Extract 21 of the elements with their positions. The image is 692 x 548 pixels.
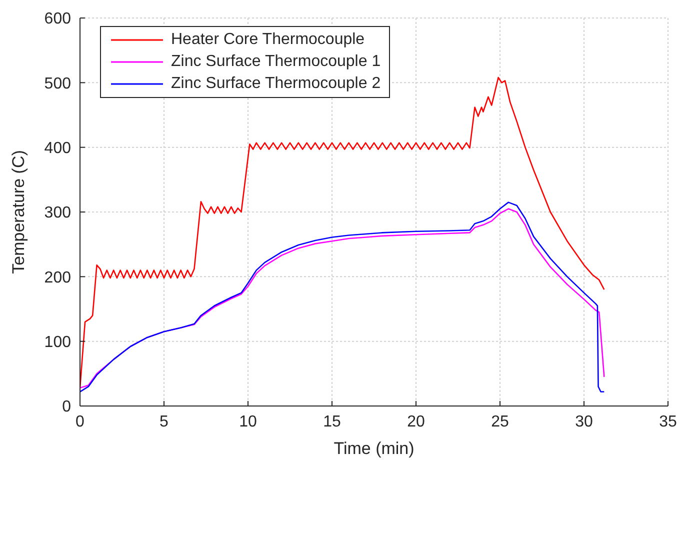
y-tick-label: 100: [44, 334, 72, 352]
legend-label: Zinc Surface Thermocouple 2: [171, 74, 381, 94]
y-axis-title: Temperature (C): [9, 150, 28, 274]
y-tick-label: 500: [44, 75, 72, 92]
line-series: [80, 76, 605, 389]
x-axis-title: Time (min): [334, 439, 414, 458]
x-tick-label: 5: [160, 413, 169, 430]
x-tick-label: 0: [76, 413, 85, 430]
x-tick-label: 30: [575, 413, 593, 430]
y-tick-label: 300: [44, 204, 72, 222]
legend-label: Heater Core Thermocouple: [171, 30, 365, 50]
x-tick-label: 10: [239, 413, 257, 430]
y-tick-label: 400: [44, 140, 72, 158]
legend-label: Zinc Surface Thermocouple 1: [171, 52, 381, 72]
x-tick-label: 25: [491, 413, 509, 430]
y-tick-label: 0: [62, 398, 72, 416]
x-tick-label: 35: [659, 413, 677, 430]
x-tick-label: 15: [323, 413, 341, 430]
x-tick-label: 20: [407, 413, 425, 430]
y-tick-label: 600: [44, 10, 72, 28]
y-tick-label: 200: [44, 269, 72, 286]
